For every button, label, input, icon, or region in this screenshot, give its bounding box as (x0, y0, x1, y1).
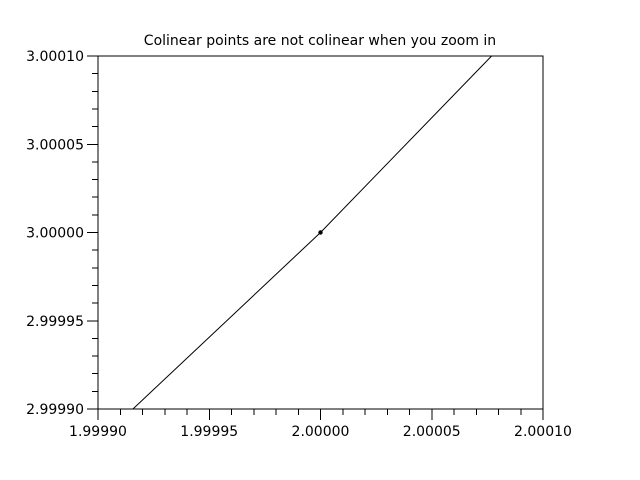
data-line (132, 55, 492, 410)
x-tick-label: 1.99995 (180, 424, 238, 440)
y-tick-label: 3.00010 (26, 49, 84, 65)
chart-title: Colinear points are not colinear when yo… (143, 33, 497, 49)
data-point-marker (318, 230, 323, 235)
x-tick-label: 2.00000 (292, 424, 350, 440)
y-tick-label: 2.99990 (26, 402, 84, 418)
x-tick-label: 2.00010 (514, 424, 572, 440)
y-tick-label: 3.00005 (26, 137, 84, 153)
y-tick-label: 2.99995 (26, 314, 84, 330)
y-tick-label: 3.00000 (26, 226, 84, 242)
x-tick-label: 2.00005 (403, 424, 461, 440)
x-tick-label: 1.99990 (69, 424, 127, 440)
